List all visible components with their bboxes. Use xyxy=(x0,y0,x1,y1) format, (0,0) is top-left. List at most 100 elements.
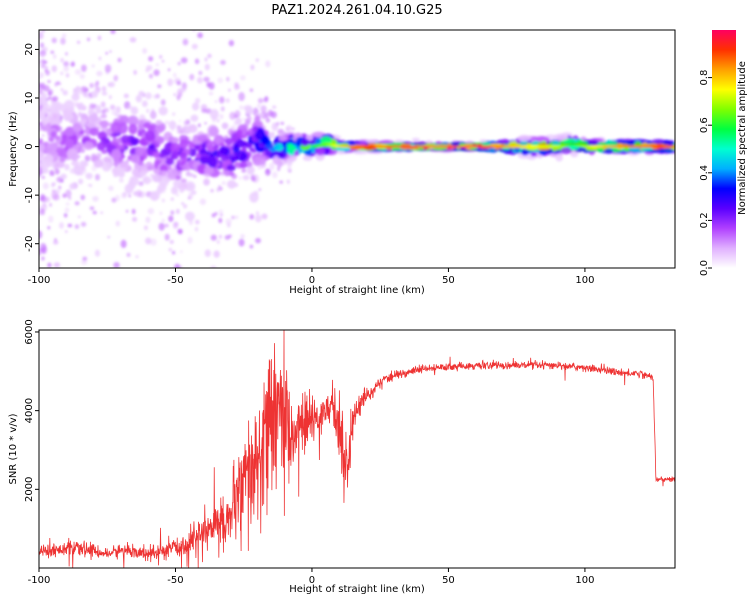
spectrogram-blob xyxy=(119,115,129,125)
spectrogram-speckle xyxy=(238,176,242,181)
spectrogram-speckle xyxy=(226,76,230,82)
spectrogram-blob xyxy=(61,134,68,141)
snr-y-tick-label: 6000 xyxy=(24,319,35,344)
spectrogram-core xyxy=(366,145,369,148)
spectrogram-core xyxy=(406,145,410,148)
spectrogram-speckle xyxy=(173,221,179,227)
spectrogram-core xyxy=(552,145,555,148)
figure-title: PAZ1.2024.261.04.10.G25 xyxy=(271,3,442,18)
spectrogram-speckle xyxy=(182,38,189,46)
spectrogram-speckle xyxy=(47,88,54,96)
spectrogram-core xyxy=(629,145,632,148)
spectrogram-core xyxy=(460,145,464,148)
spectrogram-blob xyxy=(190,114,199,122)
spectrogram-speckle xyxy=(157,84,162,89)
spectrogram-core xyxy=(388,145,392,148)
spectrogram-speckle xyxy=(40,42,45,48)
spectrogram-speckle xyxy=(74,201,80,206)
spectrogram-speckle xyxy=(48,215,54,223)
spectrogram-speckle xyxy=(146,108,150,113)
spectrogram-blob xyxy=(143,122,152,129)
spectrogram-blob xyxy=(249,192,259,203)
spectrogram-core xyxy=(603,145,606,148)
spectrogram-core xyxy=(372,145,375,148)
spectrogram-blob xyxy=(214,136,221,144)
spectrogram-speckle xyxy=(279,180,283,184)
spectrogram-core xyxy=(379,145,382,148)
spectrogram-core xyxy=(503,145,506,148)
spectrogram-core xyxy=(667,145,670,148)
spectrogram-speckle xyxy=(257,165,262,170)
spectrogram-core xyxy=(574,143,577,146)
spectrogram-blob xyxy=(117,122,128,134)
spectrogram-speckle xyxy=(269,162,275,171)
spectrogram-blob xyxy=(261,135,271,146)
spectrogram-core xyxy=(475,145,478,148)
spectrogram-speckle xyxy=(101,86,107,92)
spectrogram-speckle xyxy=(189,73,195,81)
spectrogram-speckle xyxy=(218,234,222,239)
spectrogram-blob xyxy=(209,108,219,120)
spectrogram-blob xyxy=(130,106,139,115)
spectrogram-speckle xyxy=(104,64,112,73)
spectrogram-core xyxy=(513,145,516,148)
spectrogram-speckle xyxy=(52,54,57,60)
spectrogram-blob xyxy=(158,106,168,116)
spectrogram-core xyxy=(610,145,613,148)
spectrogram-speckle xyxy=(149,110,157,120)
spectrogram-speckle xyxy=(54,238,57,242)
spectrogram-speckle xyxy=(218,185,221,188)
spectrogram-speckle xyxy=(143,225,149,231)
spectrogram-blob xyxy=(51,113,59,120)
spectrogram-blob xyxy=(96,141,106,151)
spectrogram-blob xyxy=(78,178,84,185)
spectrogram-core xyxy=(441,145,444,148)
spectrogram-core xyxy=(433,145,436,148)
spectrogram-blob xyxy=(64,138,75,149)
spectrogram-blob xyxy=(62,90,68,96)
spectrogram-core xyxy=(611,145,614,148)
spectrogram-speckle xyxy=(39,209,43,215)
spectrogram-core xyxy=(495,145,498,148)
spectrogram-speckle xyxy=(197,123,201,128)
spectrogram-speckle xyxy=(231,215,235,220)
spectrogram-speckle xyxy=(240,234,245,239)
spectrogram-speckle xyxy=(42,182,49,190)
spectrogram-core xyxy=(505,145,508,148)
spectrogram-core xyxy=(631,145,634,148)
spectrogram-speckle xyxy=(218,209,224,214)
spectrogram-speckle xyxy=(135,189,142,198)
spectrogram-core xyxy=(567,143,570,147)
spectrogram-speckle xyxy=(94,249,100,257)
spectrogram-blob xyxy=(101,149,108,154)
spectrogram-y-tick-label: -20 xyxy=(24,236,35,252)
spectrogram-speckle xyxy=(80,221,87,227)
spectrogram-blob xyxy=(79,160,87,167)
colorbar-tick-label: 0.2 xyxy=(699,212,710,228)
spectrogram-speckle xyxy=(170,197,174,201)
spectrogram-speckle xyxy=(167,68,171,72)
spectrogram-speckle xyxy=(225,218,232,225)
spectrogram-blob xyxy=(64,163,70,171)
spectrogram-speckle xyxy=(161,198,165,203)
spectrogram-blob xyxy=(41,168,49,174)
spectrogram-core xyxy=(536,145,539,148)
spectrogram-blob xyxy=(39,143,45,152)
spectrogram-blob xyxy=(246,116,252,121)
spectrogram-speckle xyxy=(155,63,159,67)
spectrogram-speckle xyxy=(61,33,67,38)
spectrogram-speckle xyxy=(174,263,181,268)
spectrogram-speckle xyxy=(192,289,195,293)
spectrogram-core xyxy=(474,145,477,148)
spectrogram-speckle xyxy=(239,105,244,110)
spectrogram-speckle xyxy=(107,236,111,239)
spectrogram-speckle xyxy=(219,213,223,217)
spectrogram-speckle xyxy=(288,169,292,173)
spectrogram-speckle xyxy=(53,193,60,201)
spectrogram-blob xyxy=(115,106,121,113)
spectrogram-core xyxy=(488,145,492,148)
spectrogram-blob xyxy=(252,126,258,133)
spectrogram-speckle xyxy=(260,105,267,113)
spectrogram-speckle xyxy=(39,197,42,201)
